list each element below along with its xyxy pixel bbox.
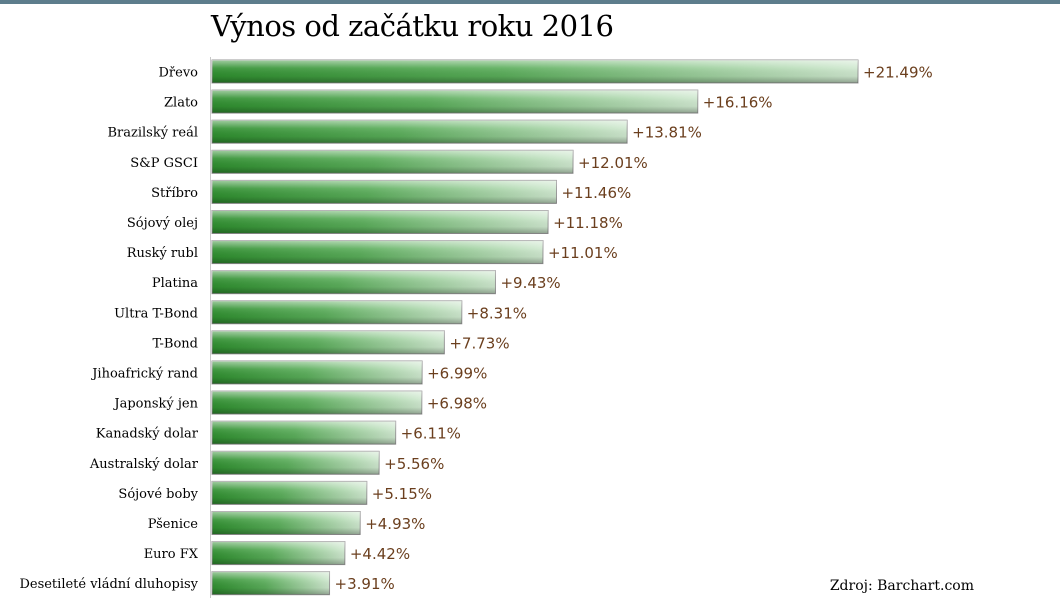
bar-shading [212,180,557,204]
category-label: Ruský rubl [127,246,198,261]
value-label: +9.43% [500,274,560,292]
bar-shading [212,571,330,595]
category-label: Zlato [164,96,198,111]
value-label: +6.99% [427,365,487,383]
value-label: +11.01% [548,244,618,262]
bar-shading [212,210,549,234]
value-label: +3.91% [335,575,395,593]
bar-shading [212,60,858,83]
category-label: Kanadský dolar [96,427,199,442]
bar-shading [212,120,628,144]
category-label: Pšenice [148,517,199,532]
bar-shading [212,150,574,174]
value-label: +4.42% [350,545,410,563]
category-label: Jihoafrický rand [90,367,198,382]
value-label: +16.16% [703,94,773,112]
category-label: Sójové boby [118,487,198,502]
source-note: Zdroj: Barchart.com [829,578,974,594]
category-label: Platina [152,276,198,291]
category-label: Japonský jen [112,397,198,412]
bar-shading [212,451,380,475]
bar-shading [212,90,698,114]
bar-shading [212,300,462,324]
chart-title: Výnos od začátku roku 2016 [211,9,614,43]
bar-shading [212,330,445,354]
category-label: Dřevo [158,66,198,81]
category-label: Ultra T-Bond [114,306,198,321]
category-label: Sójový olej [127,216,198,231]
value-label: +5.15% [372,485,432,503]
category-label: S&P GSCI [130,156,198,171]
bar-shading [212,511,361,535]
value-label: +5.56% [384,455,444,473]
value-label: +6.11% [401,425,461,443]
bar-shading [212,361,423,384]
bar-shading [212,391,422,415]
bar-shading [212,421,396,445]
value-label: +12.01% [578,154,648,172]
value-label: +7.73% [449,334,509,352]
value-label: +8.31% [467,304,527,322]
top-border [0,0,1060,4]
category-axis-line [210,57,211,598]
category-label: Stříbro [151,186,198,201]
category-label: Australský dolar [89,457,199,472]
bar-shading [212,240,543,264]
category-label: Desetileté vládní dluhopisy [19,577,198,592]
value-label: +13.81% [632,124,702,142]
value-label: +11.46% [561,184,631,202]
category-label: Brazilský reál [107,126,198,141]
category-label: Euro FX [144,547,199,562]
value-label: +11.18% [553,214,623,232]
bar-shading [212,270,496,294]
value-label: +4.93% [365,515,425,533]
bar-shading [212,541,345,565]
value-label: +6.98% [427,395,487,413]
value-label: +21.49% [863,64,933,82]
bar-shading [212,481,367,505]
category-label: T-Bond [153,336,198,351]
